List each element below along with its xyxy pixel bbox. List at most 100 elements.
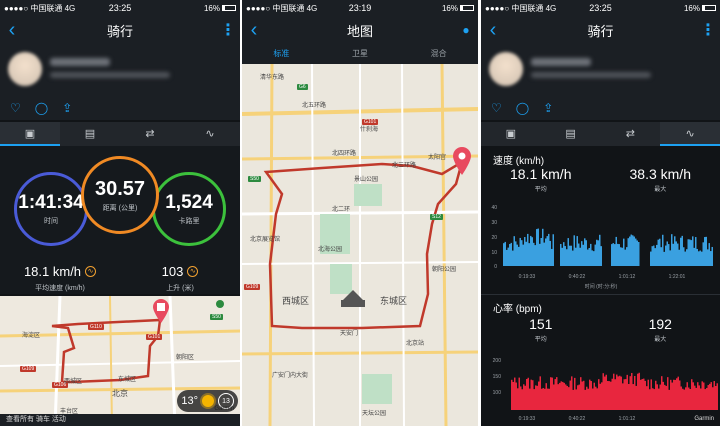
hr-trace-bar: [701, 381, 703, 410]
hr-trace-bar: [644, 380, 646, 410]
speed-trace-bar: [534, 245, 536, 266]
speed-trace-bar: [599, 234, 601, 266]
hr-trace-bar: [535, 385, 537, 410]
hr-max-label: 最大: [654, 337, 667, 343]
hr-trace-bar: [526, 378, 528, 410]
tab-details[interactable]: ▤: [541, 122, 601, 146]
tab-laps[interactable]: ⇄: [601, 122, 661, 146]
comment-icon[interactable]: ◯: [34, 101, 49, 115]
more-menu-icon[interactable]: ⋮: [700, 22, 716, 39]
blurred-subtitle: [50, 72, 170, 78]
hr-trace-bar: [683, 389, 685, 410]
details-icon: ▤: [84, 127, 96, 140]
like-icon[interactable]: ♡: [491, 101, 502, 115]
speed-y-tick: 20: [491, 235, 497, 241]
hr-trace-bar: [602, 373, 604, 410]
status-bar: ●●●●○ 中国联通 4G 23:25 16%: [481, 0, 720, 16]
speed-trace-bar: [531, 237, 533, 266]
profile-header: [481, 44, 720, 96]
speed-trace-bar: [650, 251, 652, 266]
route-map-screen: ●●●●○ 中国联通 4G 23:19 16% ‹ 地图 ● 标准 卫星 混合: [242, 0, 478, 426]
more-menu-icon[interactable]: ⋮: [220, 22, 236, 39]
hr-trace-bar: [554, 379, 556, 410]
speed-trace-bar: [548, 233, 550, 266]
map-label: 西城区: [64, 379, 83, 385]
tab-laps[interactable]: ⇄: [120, 122, 180, 146]
map-label: 北海公园: [318, 247, 343, 253]
battery-icon: [460, 5, 474, 12]
back-icon[interactable]: ‹: [489, 19, 497, 41]
map-pin-icon[interactable]: ●: [462, 23, 470, 37]
hr-trace-bar: [518, 377, 520, 410]
hr-trace-bar: [616, 374, 618, 410]
tab-summary[interactable]: ▣: [481, 122, 541, 146]
tab-satellite[interactable]: 卫星: [352, 49, 368, 58]
hr-trace-bar: [650, 379, 652, 410]
page-title: 地图: [346, 23, 373, 39]
speed-trace-bar: [578, 243, 580, 266]
hr-trace-bar: [566, 385, 568, 410]
hr-trace-bar: [656, 384, 658, 410]
hr-trace-bar: [706, 387, 708, 410]
speed-trace-bar: [665, 245, 667, 266]
ascent-wave-icon: ∿: [187, 266, 199, 278]
hr-trace-bar: [652, 388, 654, 410]
hr-trace-bar: [688, 387, 690, 410]
tab-charts[interactable]: ∿: [660, 122, 720, 146]
avg-speed-label: 平均速度 (km/h): [35, 285, 85, 292]
avatar[interactable]: [489, 52, 523, 86]
hr-trace-bar: [617, 376, 619, 410]
ascent-label: 上升 (米): [166, 285, 194, 292]
status-bar: ●●●●○ 中国联通 4G 23:25 16%: [0, 0, 240, 16]
hr-trace-bar: [685, 387, 687, 410]
tab-details[interactable]: ▤: [60, 122, 120, 146]
hr-trace-bar: [598, 379, 600, 410]
hr-trace-bar: [625, 379, 627, 410]
speed-trace-bar: [618, 244, 620, 266]
speed-trace-bar: [698, 251, 700, 266]
speed-trace-bar: [561, 247, 563, 266]
battery-indicator: 16%: [159, 4, 236, 13]
hr-trace-bar: [623, 379, 625, 410]
speed-trace-bar: [683, 247, 685, 266]
tab-standard[interactable]: 标准: [273, 49, 290, 58]
speed-summary: 18.1 km/h 平均 38.3 km/h 最大: [481, 166, 720, 193]
hr-trace-bar: [710, 382, 712, 410]
back-icon[interactable]: ‹: [8, 19, 16, 41]
comment-icon[interactable]: ◯: [515, 101, 530, 115]
hr-trace-bar: [583, 380, 585, 410]
share-icon[interactable]: ⇪: [543, 101, 554, 115]
speed-trace-bar: [528, 243, 530, 266]
tab-summary[interactable]: ▣: [0, 122, 60, 146]
calories-ring: 1,524 卡路里: [152, 172, 226, 246]
hr-trace-bar: [571, 376, 573, 410]
like-icon[interactable]: ♡: [10, 101, 21, 115]
hr-trace-bar: [707, 385, 709, 410]
heart-rate-chart[interactable]: 200 150 100 0:19:33 0:40:22 1:01:12: [481, 350, 720, 426]
speed-trace-bar: [623, 238, 625, 266]
map-label: 朝阳公园: [432, 267, 457, 273]
route-minimap[interactable]: G110 G101 S50 G109 G106 海淀区 西城区 东城区 北京 朝…: [0, 296, 240, 426]
hr-trace-bar: [556, 377, 558, 410]
tab-charts[interactable]: ∿: [180, 122, 240, 146]
route-map[interactable]: G6 S12 S50 G109 G101 清华东路 北五环路 北四环路 北三环路…: [242, 64, 478, 426]
hr-trace-bar: [542, 387, 544, 410]
time-tick: 0:40:22: [569, 416, 586, 422]
tab-hybrid[interactable]: 混合: [430, 49, 447, 58]
speed-chart[interactable]: 40 30 20 10 0 0:19:33 0:40:22 1:01:12 1:…: [481, 200, 720, 292]
hr-trace-bar: [559, 382, 561, 410]
hr-avg: 151 平均: [481, 316, 601, 343]
avatar[interactable]: [8, 52, 42, 86]
road-shield-g109: G109: [20, 366, 37, 372]
all-rides-link[interactable]: 查看所有 骑车 活动: [0, 414, 240, 426]
hr-trace-bar: [635, 385, 637, 410]
hr-avg-value: 151: [529, 316, 553, 332]
speed-trace-bar: [671, 234, 673, 266]
speed-trace-bar: [587, 249, 589, 266]
back-icon[interactable]: ‹: [250, 19, 258, 41]
speed-trace-bar: [560, 243, 562, 266]
hr-trace-bar: [541, 388, 543, 410]
time-axis-label: 时间 (时:分:秒): [585, 283, 618, 290]
speed-trace-bar: [692, 236, 694, 266]
share-icon[interactable]: ⇪: [62, 101, 73, 115]
